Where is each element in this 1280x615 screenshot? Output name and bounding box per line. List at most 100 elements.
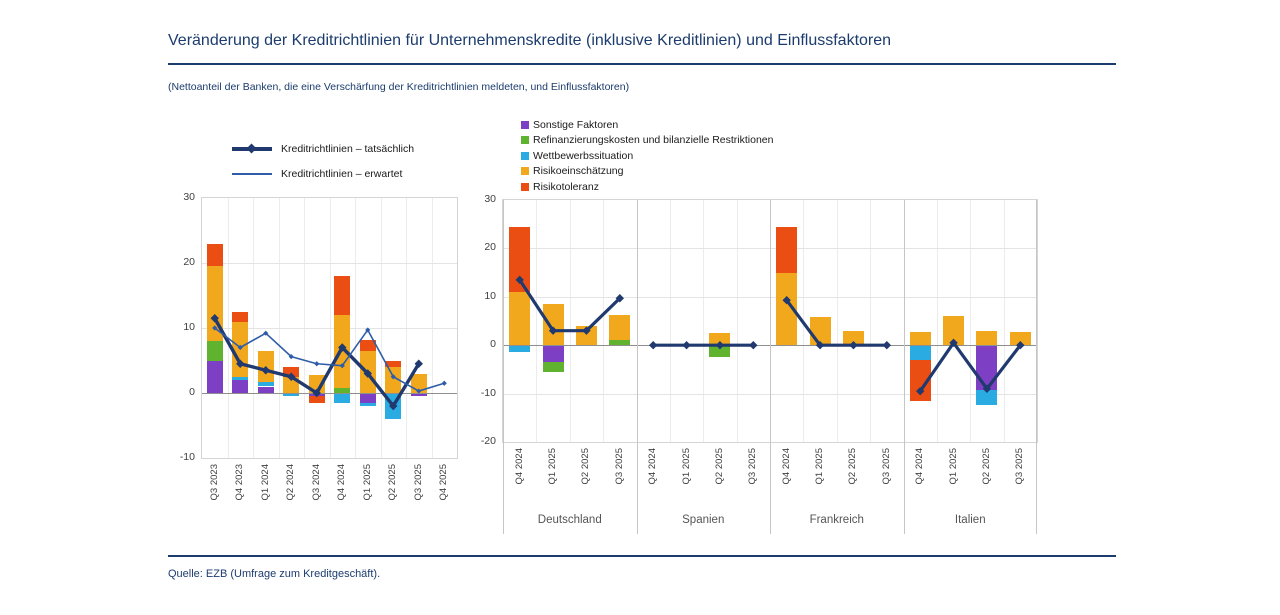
y-tick-label: 10 (484, 289, 496, 302)
y-tick-label: -20 (480, 435, 496, 447)
line-marker-diamond-icon (363, 369, 372, 378)
legend-item-risk-tolerance: Risikotoleranz (521, 179, 773, 195)
line-marker-diamond-icon (416, 388, 422, 394)
line-marker-diamond-icon (915, 386, 925, 396)
bar-segment-green (709, 345, 731, 358)
line-marker-diamond-icon (982, 384, 992, 393)
x-tick-label: Q2 2025 (580, 448, 592, 485)
line-marker-diamond-icon (749, 341, 758, 350)
bar-segment-purple (257, 386, 274, 393)
x-tick-label: Q1 2025 (814, 448, 826, 485)
bar-segment-purple (542, 345, 564, 363)
bar-segment-red (909, 359, 931, 401)
trend-lines-layer (210, 314, 447, 411)
bar-segment-red (776, 226, 798, 273)
red-swatch-icon (521, 182, 529, 191)
column-gridline (836, 200, 838, 442)
cyan-swatch-icon (521, 151, 529, 160)
line-marker-diamond-icon (314, 361, 320, 367)
column-gridline (736, 200, 738, 442)
line-marker-diamond-icon (338, 343, 347, 352)
bar-segment-yellow (909, 332, 931, 346)
x-tick-label: Q4 2024 (513, 448, 525, 485)
diamond-marker-icon (246, 143, 257, 153)
x-tick-label: Q1 2025 (947, 448, 959, 485)
bar-segment-red (385, 360, 402, 367)
x-tick-label: Q3 2025 (747, 448, 759, 485)
left-chart-legend: Kreditrichtlinien – tatsächlich Kreditri… (232, 136, 414, 186)
line-marker-diamond-icon (548, 326, 558, 335)
legend-item-expected: Kreditrichtlinien – erwartet (232, 161, 414, 186)
line-marker-diamond-icon (261, 366, 270, 375)
x-tick-label: Q2 2025 (980, 448, 992, 485)
line-marker-diamond-icon (414, 359, 423, 368)
line-marker-diamond-icon (715, 341, 725, 350)
country-label: Frankreich (809, 514, 864, 526)
line-marker-diamond-icon (782, 295, 791, 305)
column-gridline (970, 200, 972, 442)
bar-segment-cyan (283, 393, 300, 397)
line-marker-diamond-icon (210, 314, 219, 323)
legend-label-expected: Kreditrichtlinien – erwartet (281, 167, 403, 180)
line-marker-diamond-icon (365, 327, 371, 333)
y-tick-label: -10 (179, 451, 195, 463)
bar-segment-green (334, 388, 351, 393)
panel-separator (503, 200, 504, 534)
line-marker-diamond-icon (515, 275, 524, 285)
panel-separator (636, 200, 638, 534)
legend-item-other-factors: Sonstige Faktoren (521, 117, 773, 133)
x-tick-label: Q4 2024 (647, 448, 659, 485)
y-tick-label: 10 (183, 321, 195, 333)
x-tick-label: Q4 2023 (234, 464, 246, 501)
column-gridline (669, 200, 671, 442)
line-marker-diamond-icon (237, 344, 243, 351)
x-tick-label: Q2 2025 (713, 448, 725, 485)
x-tick-label: Q2 2025 (387, 464, 399, 501)
title-divider (168, 63, 1116, 65)
legend-item-actual: Kreditrichtlinien – tatsächlich (232, 136, 414, 161)
line-marker-diamond-icon (648, 341, 658, 350)
line-marker-diamond-icon (312, 388, 321, 398)
bar-segment-yellow (1009, 332, 1031, 346)
expected-line-sample (232, 172, 272, 175)
column-gridline (703, 200, 705, 442)
bar-segment-red (334, 276, 351, 315)
yellow-swatch-icon (521, 167, 529, 176)
country-label: Deutschland (537, 514, 602, 526)
line-marker-diamond-icon (882, 341, 892, 350)
bar-segment-purple (232, 380, 249, 393)
line-marker-diamond-icon (339, 363, 345, 369)
line-marker-diamond-icon (288, 354, 294, 360)
bar-segment-purple (206, 360, 223, 393)
x-tick-label: Q4 2024 (780, 448, 792, 485)
legend-label-actual: Kreditrichtlinien – tatsächlich (281, 142, 415, 155)
bar-segment-cyan (257, 381, 274, 387)
bar-segment-red (232, 311, 249, 322)
page-subtitle: (Nettoanteil der Banken, die eine Versch… (168, 81, 630, 93)
x-tick-label: Q4 2024 (914, 448, 926, 485)
bar-segment-cyan (359, 402, 376, 406)
column-gridline (870, 200, 872, 442)
x-tick-label: Q4 2024 (336, 464, 348, 501)
line-marker-diamond-icon (615, 294, 625, 303)
trend-lines-layer (515, 275, 1025, 396)
bar-segment-yellow (509, 291, 531, 346)
line-marker-diamond-icon (682, 341, 691, 350)
x-tick-label: Q3 2025 (412, 464, 424, 501)
bar-segment-red (509, 226, 531, 292)
gridline (202, 263, 457, 264)
x-tick-label: Q3 2024 (310, 464, 322, 501)
legend-item-refinancing: Refinanzierungskosten und bilanzielle Re… (521, 133, 773, 149)
countries-chart-plot: 30 20 10 0 -10 -20 Q4 2024 Q1 2025 Q2 2025 Q3 202… (481, 193, 1038, 534)
country-line-italien (918, 341, 1022, 393)
panel-separator (1036, 200, 1037, 534)
bar-segment-red (359, 339, 376, 351)
bar-segment-green (542, 362, 564, 372)
eurozone-chart-plot: 30 20 10 0 -10 Q3 2023 Q4 2023 Q1 2024 Q2 2024 Q3… (180, 191, 458, 500)
bar-segment-yellow (385, 367, 402, 393)
bar-segment-cyan (509, 345, 531, 353)
column-gridline (1003, 200, 1005, 442)
bar-segment-cyan (976, 390, 998, 405)
x-tick-label: Q3 2023 (208, 464, 220, 501)
